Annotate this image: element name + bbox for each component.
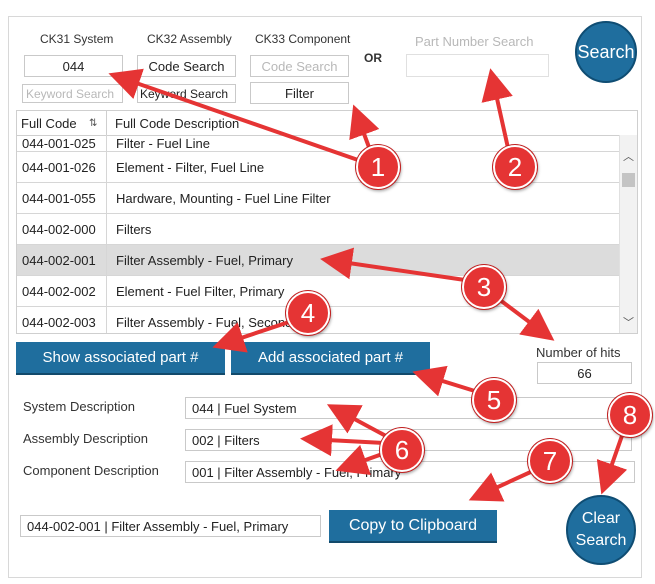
part-number-search-input[interactable] — [406, 54, 549, 77]
row-code: 044-001-055 — [17, 183, 107, 213]
grid-scrollbar[interactable]: ︿ ﹀ — [619, 135, 637, 333]
chevron-down-icon[interactable]: ﹀ — [623, 317, 634, 329]
row-code: 044-002-000 — [17, 214, 107, 244]
ck33-label: CK33 Component — [255, 32, 351, 46]
grid-header: Full Code ⇅ Full Code Description — [17, 111, 637, 136]
ck33-filter-button[interactable]: Filter — [250, 82, 349, 104]
callout-badge-3: 3 — [462, 265, 506, 309]
component-description-label: Component Description — [23, 463, 159, 478]
show-associated-part-button[interactable]: Show associated part # — [16, 342, 225, 373]
callout-badge-5: 5 — [472, 378, 516, 422]
callout-badge-1: 1 — [356, 145, 400, 189]
search-button[interactable]: Search — [575, 21, 637, 83]
row-code: 044-002-001 — [17, 245, 107, 275]
callout-badge-2: 2 — [493, 145, 537, 189]
table-row[interactable]: 044-002-000 Filters — [17, 214, 620, 245]
ck31-system-input[interactable]: 044 — [24, 55, 123, 77]
callout-badge-7: 7 — [528, 439, 572, 483]
row-code: 044-002-003 — [17, 307, 107, 333]
row-code: 044-001-026 — [17, 152, 107, 182]
assembly-description-label: Assembly Description — [23, 431, 148, 446]
row-description: Filters — [116, 221, 152, 237]
table-row[interactable]: 044-001-025 Filter - Fuel Line — [17, 135, 620, 152]
row-code: 044-002-002 — [17, 276, 107, 306]
column-full-code-label: Full Code — [21, 115, 77, 131]
number-of-hits-label: Number of hits — [536, 345, 621, 360]
table-row[interactable]: 044-001-055 Hardware, Mounting - Fuel Li… — [17, 183, 620, 214]
ck32-keyword-search-input[interactable]: Keyword Search — [137, 84, 236, 103]
callout-badge-6: 6 — [380, 428, 424, 472]
row-description: Element - Filter, Fuel Line — [116, 159, 265, 175]
system-description-label: System Description — [23, 399, 135, 414]
ck33-code-search-input[interactable]: Code Search — [250, 55, 349, 77]
full-code-result-field[interactable]: 044-002-001 | Filter Assembly - Fuel, Pr… — [20, 515, 321, 537]
or-label: OR — [364, 51, 382, 65]
chevron-up-icon[interactable]: ︿ — [623, 151, 634, 163]
ck31-keyword-search-input[interactable]: Keyword Search — [22, 84, 123, 103]
row-description: Filter Assembly - Fuel, Primary — [116, 252, 293, 268]
callout-badge-8: 8 — [608, 393, 652, 437]
ck32-label: CK32 Assembly — [147, 32, 232, 46]
scrollbar-thumb[interactable] — [622, 173, 635, 187]
results-grid: Full Code ⇅ Full Code Description 044-00… — [16, 110, 638, 334]
column-full-code-description[interactable]: Full Code Description — [115, 115, 240, 131]
part-number-label: Part Number Search — [415, 34, 534, 49]
sort-icon[interactable]: ⇅ — [89, 117, 98, 129]
system-description-field: 044 | Fuel System — [185, 397, 632, 419]
row-code: 044-001-025 — [17, 135, 107, 151]
copy-to-clipboard-button[interactable]: Copy to Clipboard — [329, 510, 497, 541]
column-full-code[interactable]: Full Code ⇅ — [17, 111, 107, 135]
row-description: Filter - Fuel Line — [116, 136, 210, 151]
clear-search-button[interactable]: Clear Search — [566, 495, 636, 565]
ck31-label: CK31 System — [40, 32, 114, 46]
callout-badge-4: 4 — [286, 291, 330, 335]
ck32-code-search-button[interactable]: Code Search — [137, 55, 236, 77]
grid-rows: 044-001-025 Filter - Fuel Line 044-001-0… — [17, 135, 620, 333]
add-associated-part-button[interactable]: Add associated part # — [231, 342, 430, 373]
number-of-hits-value: 66 — [537, 362, 632, 384]
table-row-selected[interactable]: 044-002-001 Filter Assembly - Fuel, Prim… — [17, 245, 620, 276]
row-description: Element - Fuel Filter, Primary — [116, 283, 285, 299]
table-row[interactable]: 044-001-026 Element - Filter, Fuel Line — [17, 152, 620, 183]
row-description: Hardware, Mounting - Fuel Line Filter — [116, 190, 331, 206]
row-description: Filter Assembly - Fuel, Secondary — [116, 314, 311, 330]
